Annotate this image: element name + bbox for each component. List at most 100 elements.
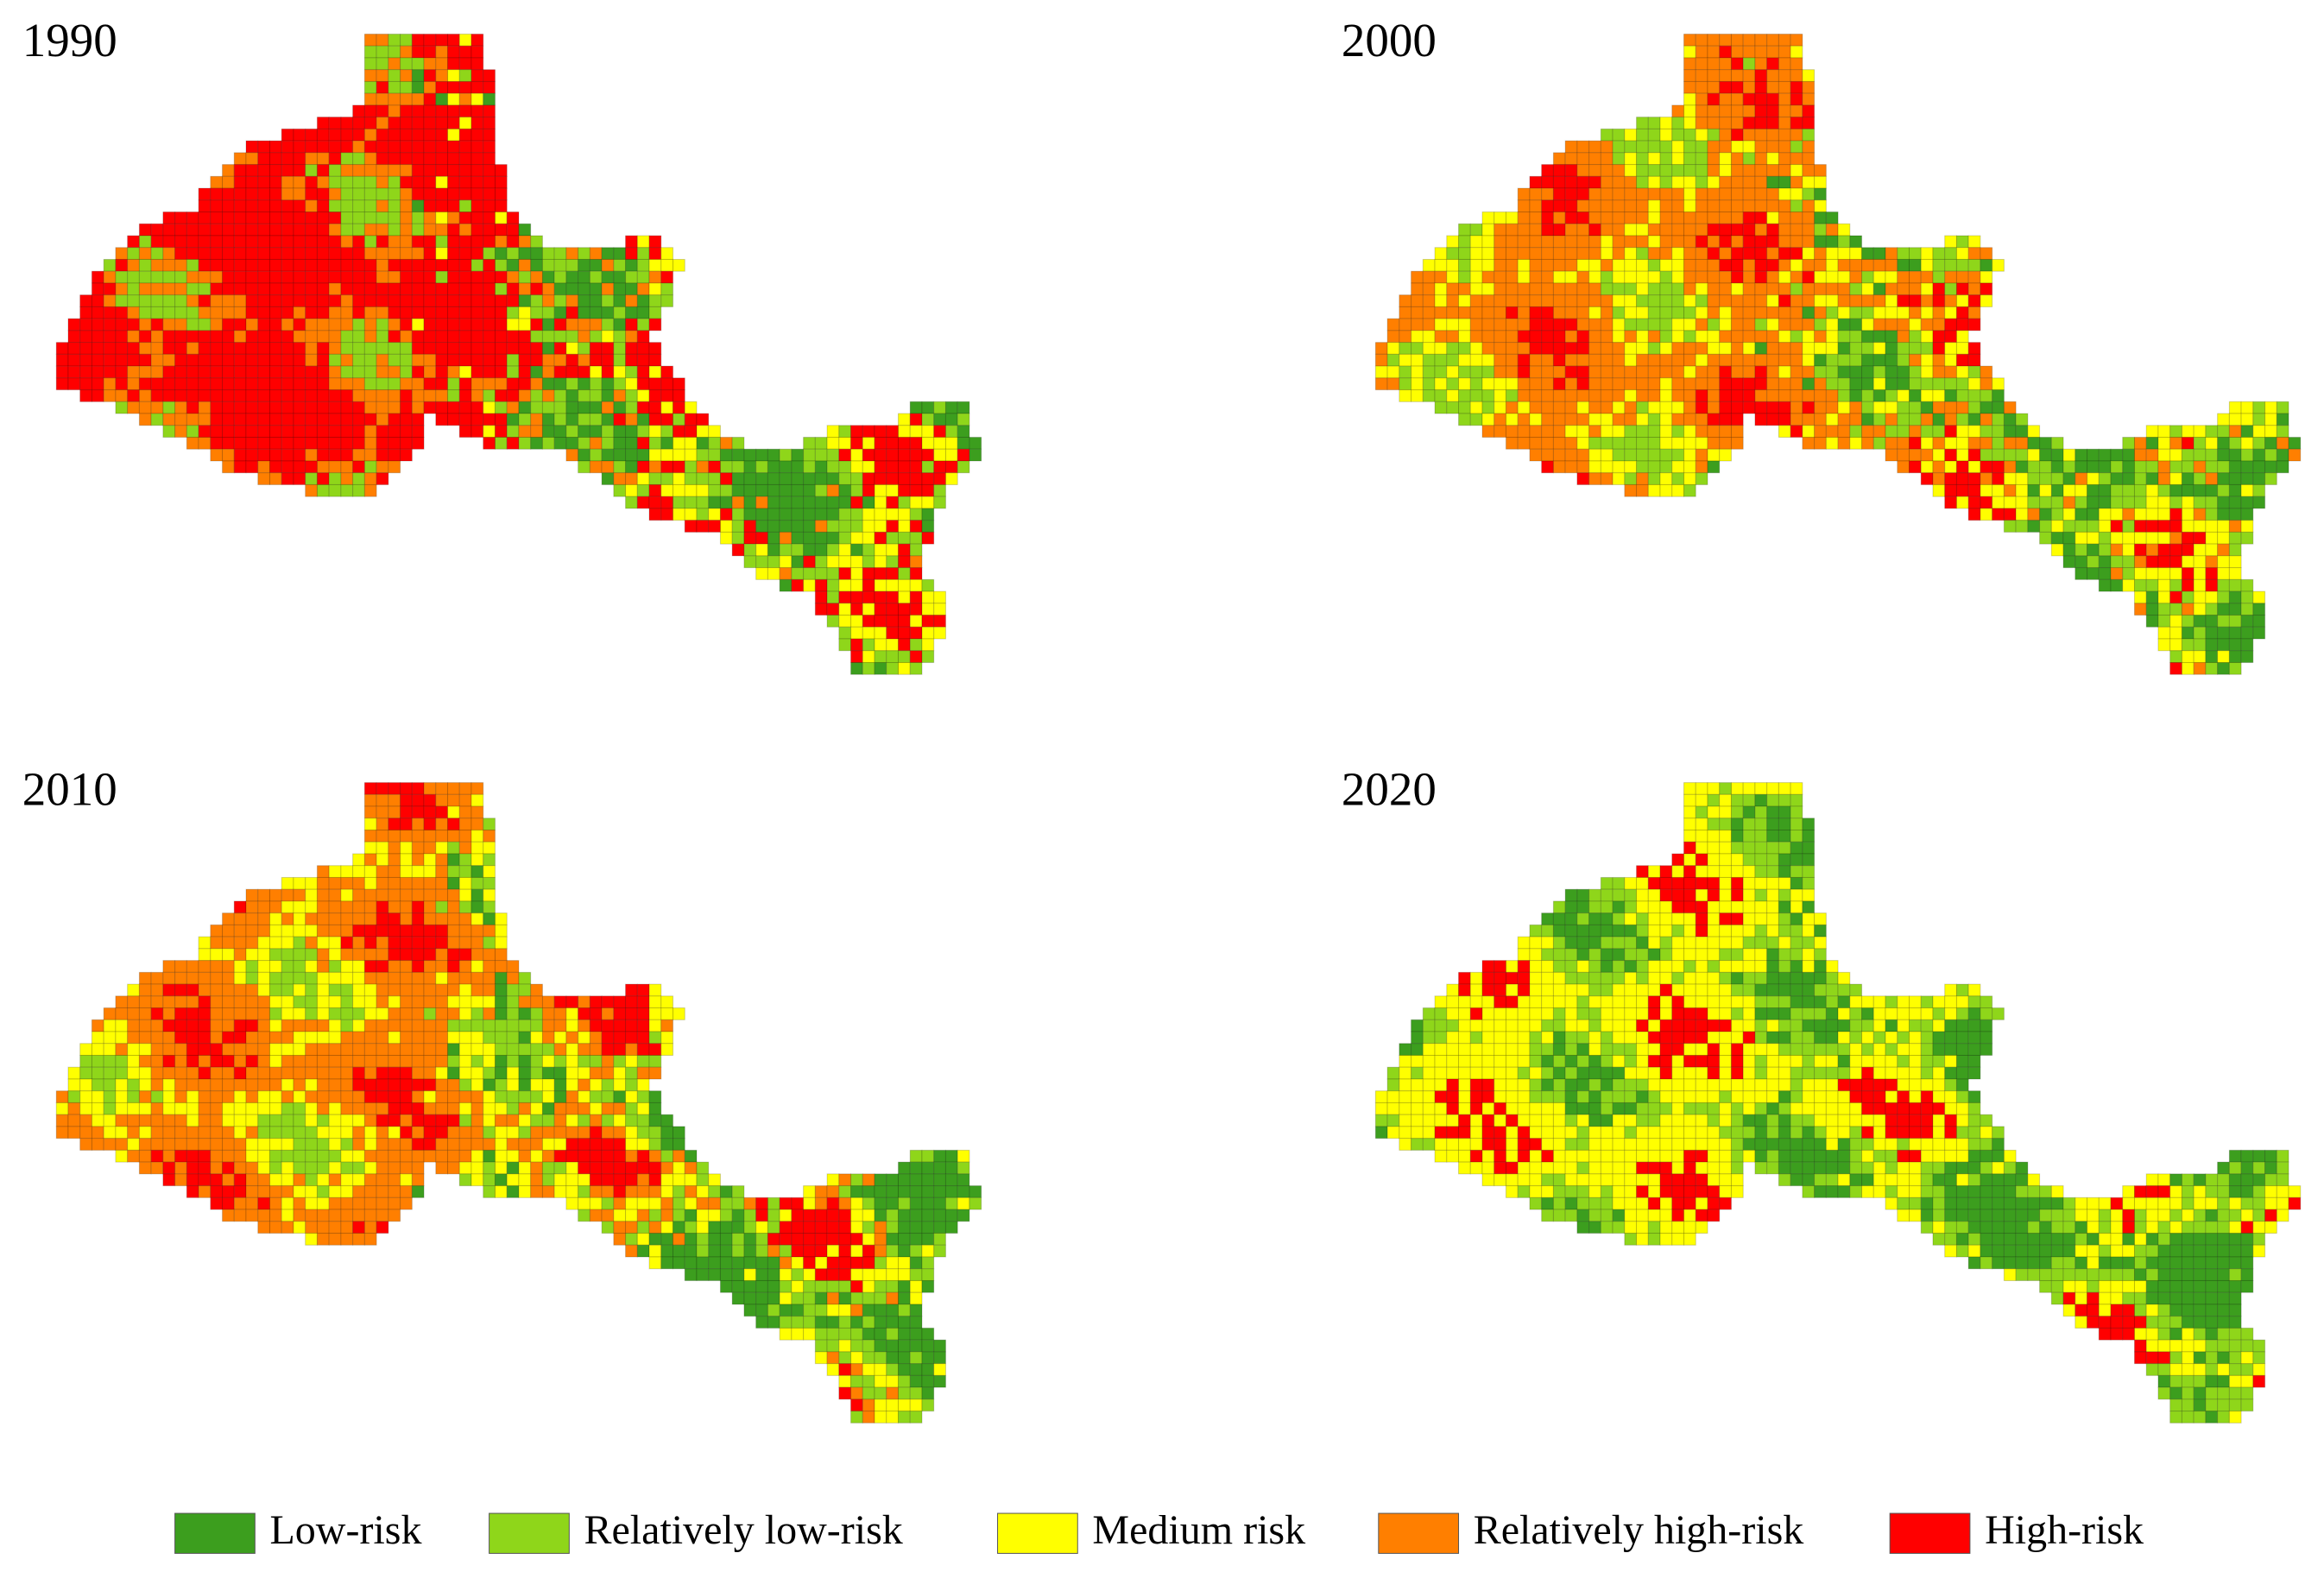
map-cell xyxy=(1695,211,1708,224)
map-cell xyxy=(435,92,449,106)
map-cell xyxy=(1742,92,1756,106)
map-cell xyxy=(210,948,224,962)
map-cell xyxy=(1647,235,1661,249)
map-cell xyxy=(648,1138,662,1151)
map-cell xyxy=(886,1316,900,1329)
map-cell xyxy=(411,377,425,391)
map-cell xyxy=(293,1114,306,1127)
map-cell xyxy=(1411,342,1424,355)
map-cell xyxy=(340,1233,354,1246)
map-cell xyxy=(944,448,958,462)
map-cell xyxy=(483,1043,496,1057)
map-cell xyxy=(400,1173,413,1187)
map-cell xyxy=(803,472,816,485)
map-cell xyxy=(363,1221,377,1234)
map-cell xyxy=(660,247,674,260)
map-cell xyxy=(1802,377,1816,391)
map-cell xyxy=(281,1209,294,1222)
map-cell xyxy=(363,876,377,890)
map-cell xyxy=(541,342,555,355)
map-cell xyxy=(435,1149,449,1163)
map-cell xyxy=(316,912,330,925)
map-cell xyxy=(281,365,294,379)
map-cell xyxy=(1766,223,1779,237)
map-cell xyxy=(79,1090,92,1103)
map-cell xyxy=(613,282,627,296)
map-cell xyxy=(340,330,354,344)
map-cell xyxy=(388,1019,401,1032)
map-cell xyxy=(293,1196,306,1210)
map-cell xyxy=(530,413,543,426)
map-cell xyxy=(162,342,176,355)
map-cell xyxy=(1885,413,1898,426)
map-cell xyxy=(1683,448,1696,462)
map-cell xyxy=(755,496,768,509)
map-cell xyxy=(1980,496,1993,509)
map-cell xyxy=(2193,425,2207,439)
map-cell xyxy=(268,448,282,462)
map-cell xyxy=(305,152,318,166)
map-cell xyxy=(755,1304,768,1317)
map-cell xyxy=(435,247,449,260)
map-cell xyxy=(1434,318,1448,331)
map-cell xyxy=(328,1090,342,1103)
map-cell xyxy=(305,306,318,319)
map-cell xyxy=(578,342,590,355)
map-cell xyxy=(1825,270,1839,284)
map-cell xyxy=(743,496,757,509)
map-cell xyxy=(352,1078,365,1092)
map-cell xyxy=(352,365,365,379)
map-cell xyxy=(316,164,330,177)
map-cell xyxy=(257,1090,271,1103)
map-cell xyxy=(1481,235,1495,249)
map-cell xyxy=(447,1126,460,1140)
map-cell xyxy=(458,841,472,855)
map-cell xyxy=(91,282,104,296)
map-cell xyxy=(553,1078,567,1092)
map-cell xyxy=(1872,425,1886,439)
map-cell xyxy=(886,460,900,474)
map-cell xyxy=(921,1351,935,1365)
map-cell xyxy=(435,377,449,391)
map-cell xyxy=(305,330,318,344)
map-cell xyxy=(186,1078,199,1092)
map-cell xyxy=(281,472,294,485)
map-cell xyxy=(921,1398,935,1412)
map-cell xyxy=(838,520,852,533)
map-cell xyxy=(814,1185,828,1198)
map-cell xyxy=(210,971,224,985)
map-cell xyxy=(826,1196,840,1210)
map-cell xyxy=(293,960,306,973)
map-cell xyxy=(838,555,852,569)
map-cell xyxy=(293,353,306,367)
map-cell xyxy=(257,948,271,962)
map-cell xyxy=(1695,282,1708,296)
map-cell xyxy=(803,578,816,592)
map-cell xyxy=(1446,282,1460,296)
map-cell xyxy=(268,365,282,379)
map-cell xyxy=(1719,117,1732,129)
map-cell xyxy=(2240,413,2254,426)
map-cell xyxy=(731,1209,745,1222)
map-cell xyxy=(601,1078,615,1092)
map-cell xyxy=(447,389,460,402)
map-cell xyxy=(1529,389,1543,402)
map-cell xyxy=(601,1090,615,1103)
map-cell xyxy=(1529,175,1543,189)
map-cell xyxy=(1505,389,1519,402)
map-cell xyxy=(245,1090,259,1103)
map-cell xyxy=(565,258,579,272)
map-cell xyxy=(316,1173,330,1187)
map-cell xyxy=(578,1161,590,1175)
map-cell xyxy=(1624,876,1638,890)
map-cell xyxy=(1422,342,1436,355)
map-cell xyxy=(352,900,365,914)
map-cell xyxy=(2181,590,2195,604)
map-cell xyxy=(352,983,365,997)
map-cell xyxy=(541,1126,555,1140)
map-cell xyxy=(1636,483,1649,497)
map-cell xyxy=(1636,140,1649,154)
map-cell xyxy=(1980,413,1993,426)
map-cell xyxy=(2015,460,2029,474)
map-cell xyxy=(2145,436,2159,450)
